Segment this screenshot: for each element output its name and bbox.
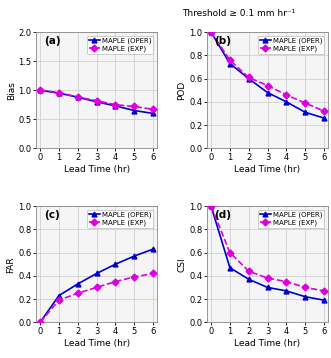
MAPLE (OPER) <box>151 111 155 116</box>
MAPLE (OPER) <box>57 293 61 297</box>
MAPLE (OPER) <box>265 285 269 290</box>
MAPLE (OPER) <box>95 271 99 276</box>
MAPLE (OPER) <box>38 320 42 324</box>
MAPLE (OPER) <box>284 289 288 293</box>
MAPLE (OPER) <box>303 295 307 299</box>
Line: MAPLE (OPER): MAPLE (OPER) <box>38 247 156 325</box>
MAPLE (OPER) <box>114 262 118 266</box>
MAPLE (EXP) <box>38 88 42 92</box>
MAPLE (OPER) <box>265 90 269 95</box>
Text: (b): (b) <box>214 36 232 46</box>
MAPLE (EXP) <box>132 275 136 279</box>
MAPLE (OPER) <box>209 30 213 34</box>
MAPLE (EXP) <box>228 251 232 255</box>
MAPLE (OPER) <box>95 100 99 104</box>
Text: (a): (a) <box>44 36 60 46</box>
Text: (c): (c) <box>44 210 59 220</box>
MAPLE (EXP) <box>76 291 80 295</box>
Text: (d): (d) <box>214 210 232 220</box>
MAPLE (EXP) <box>95 98 99 103</box>
MAPLE (EXP) <box>57 90 61 95</box>
MAPLE (OPER) <box>303 110 307 115</box>
Line: MAPLE (EXP): MAPLE (EXP) <box>209 204 326 293</box>
X-axis label: Lead Time (hr): Lead Time (hr) <box>64 339 130 348</box>
Legend: MAPLE (OPER), MAPLE (EXP): MAPLE (OPER), MAPLE (EXP) <box>87 36 153 54</box>
MAPLE (EXP) <box>322 289 326 293</box>
MAPLE (OPER) <box>209 204 213 208</box>
Line: MAPLE (EXP): MAPLE (EXP) <box>209 30 326 113</box>
Line: MAPLE (OPER): MAPLE (OPER) <box>209 204 326 303</box>
Line: MAPLE (OPER): MAPLE (OPER) <box>38 88 156 116</box>
MAPLE (EXP) <box>114 280 118 284</box>
Legend: MAPLE (OPER), MAPLE (EXP): MAPLE (OPER), MAPLE (EXP) <box>258 210 324 228</box>
MAPLE (OPER) <box>247 77 251 81</box>
Line: MAPLE (EXP): MAPLE (EXP) <box>38 88 156 112</box>
MAPLE (EXP) <box>265 276 269 280</box>
MAPLE (EXP) <box>303 285 307 290</box>
Text: Threshold ≥ 0.1 mm hr⁻¹: Threshold ≥ 0.1 mm hr⁻¹ <box>182 9 295 18</box>
MAPLE (EXP) <box>209 204 213 208</box>
MAPLE (EXP) <box>284 280 288 284</box>
MAPLE (OPER) <box>228 266 232 270</box>
MAPLE (OPER) <box>76 95 80 99</box>
MAPLE (EXP) <box>322 109 326 113</box>
MAPLE (EXP) <box>151 107 155 111</box>
Legend: MAPLE (OPER), MAPLE (EXP): MAPLE (OPER), MAPLE (EXP) <box>258 36 324 54</box>
Line: MAPLE (OPER): MAPLE (OPER) <box>209 30 326 121</box>
MAPLE (OPER) <box>247 277 251 281</box>
MAPLE (EXP) <box>95 285 99 290</box>
MAPLE (OPER) <box>114 104 118 108</box>
MAPLE (EXP) <box>132 104 136 108</box>
Y-axis label: FAR: FAR <box>7 256 16 272</box>
MAPLE (EXP) <box>151 271 155 276</box>
X-axis label: Lead Time (hr): Lead Time (hr) <box>234 339 301 348</box>
Legend: MAPLE (OPER), MAPLE (EXP): MAPLE (OPER), MAPLE (EXP) <box>87 210 153 228</box>
X-axis label: Lead Time (hr): Lead Time (hr) <box>234 165 301 174</box>
MAPLE (OPER) <box>151 247 155 251</box>
MAPLE (EXP) <box>228 58 232 62</box>
MAPLE (EXP) <box>209 30 213 34</box>
MAPLE (EXP) <box>247 269 251 273</box>
MAPLE (OPER) <box>38 88 42 92</box>
MAPLE (OPER) <box>76 282 80 286</box>
MAPLE (OPER) <box>284 100 288 104</box>
MAPLE (OPER) <box>132 254 136 258</box>
Line: MAPLE (EXP): MAPLE (EXP) <box>38 271 156 325</box>
X-axis label: Lead Time (hr): Lead Time (hr) <box>64 165 130 174</box>
MAPLE (EXP) <box>303 101 307 105</box>
MAPLE (EXP) <box>76 95 80 99</box>
Y-axis label: CSI: CSI <box>177 257 186 271</box>
MAPLE (OPER) <box>57 91 61 95</box>
Y-axis label: Bias: Bias <box>7 81 16 100</box>
MAPLE (OPER) <box>228 61 232 66</box>
MAPLE (EXP) <box>265 83 269 88</box>
MAPLE (EXP) <box>284 93 288 97</box>
Y-axis label: POD: POD <box>177 81 186 100</box>
MAPLE (EXP) <box>247 75 251 79</box>
MAPLE (EXP) <box>114 102 118 107</box>
MAPLE (OPER) <box>322 298 326 302</box>
MAPLE (EXP) <box>38 320 42 324</box>
MAPLE (OPER) <box>322 116 326 120</box>
MAPLE (OPER) <box>132 108 136 113</box>
MAPLE (EXP) <box>57 298 61 302</box>
